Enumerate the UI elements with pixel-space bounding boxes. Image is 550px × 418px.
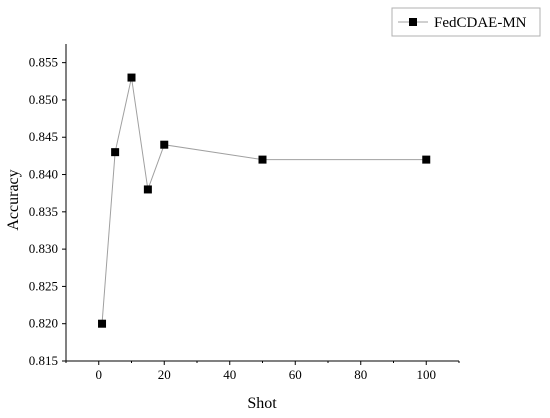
legend: FedCDAE-MN: [391, 7, 541, 37]
y-tick-label: 0.845: [29, 129, 58, 144]
axes: [65, 44, 459, 362]
x-axis-title: Shot: [247, 395, 277, 412]
series-line: [101, 77, 427, 324]
x-tick-label: 80: [354, 367, 367, 382]
y-axis-title: Accuracy: [5, 169, 22, 230]
legend-label: FedCDAE-MN: [434, 15, 527, 31]
series-layer: [98, 73, 431, 328]
data-point-marker: [422, 155, 431, 164]
legend-marker: [409, 18, 417, 26]
y-tick-label: 0.825: [29, 278, 58, 293]
data-point-marker: [111, 148, 120, 157]
y-tick-label: 0.835: [29, 204, 58, 219]
x-tick-label: 60: [289, 367, 302, 382]
data-point-marker: [258, 155, 267, 164]
data-point-marker: [127, 73, 136, 82]
x-tick-label: 100: [417, 367, 437, 382]
x-axis-ticks: 0 20 40 60 80 100: [65, 361, 460, 382]
y-tick-label: 0.850: [29, 92, 58, 107]
data-point-marker: [98, 319, 107, 328]
y-tick-label: 0.855: [29, 55, 58, 70]
y-axis-ticks: 0.815 0.820 0.825 0.830 0.835 0.840 0.845 0.850…: [29, 55, 66, 368]
y-tick-label: 0.815: [29, 353, 58, 368]
x-tick-label: 20: [158, 367, 171, 382]
x-tick-label: 0: [96, 367, 103, 382]
y-tick-label: 0.830: [29, 241, 58, 256]
y-tick-label: 0.820: [29, 316, 58, 331]
data-point-marker: [160, 140, 169, 149]
y-tick-label: 0.840: [29, 167, 58, 182]
x-tick-label: 40: [223, 367, 236, 382]
data-point-marker: [143, 185, 152, 194]
